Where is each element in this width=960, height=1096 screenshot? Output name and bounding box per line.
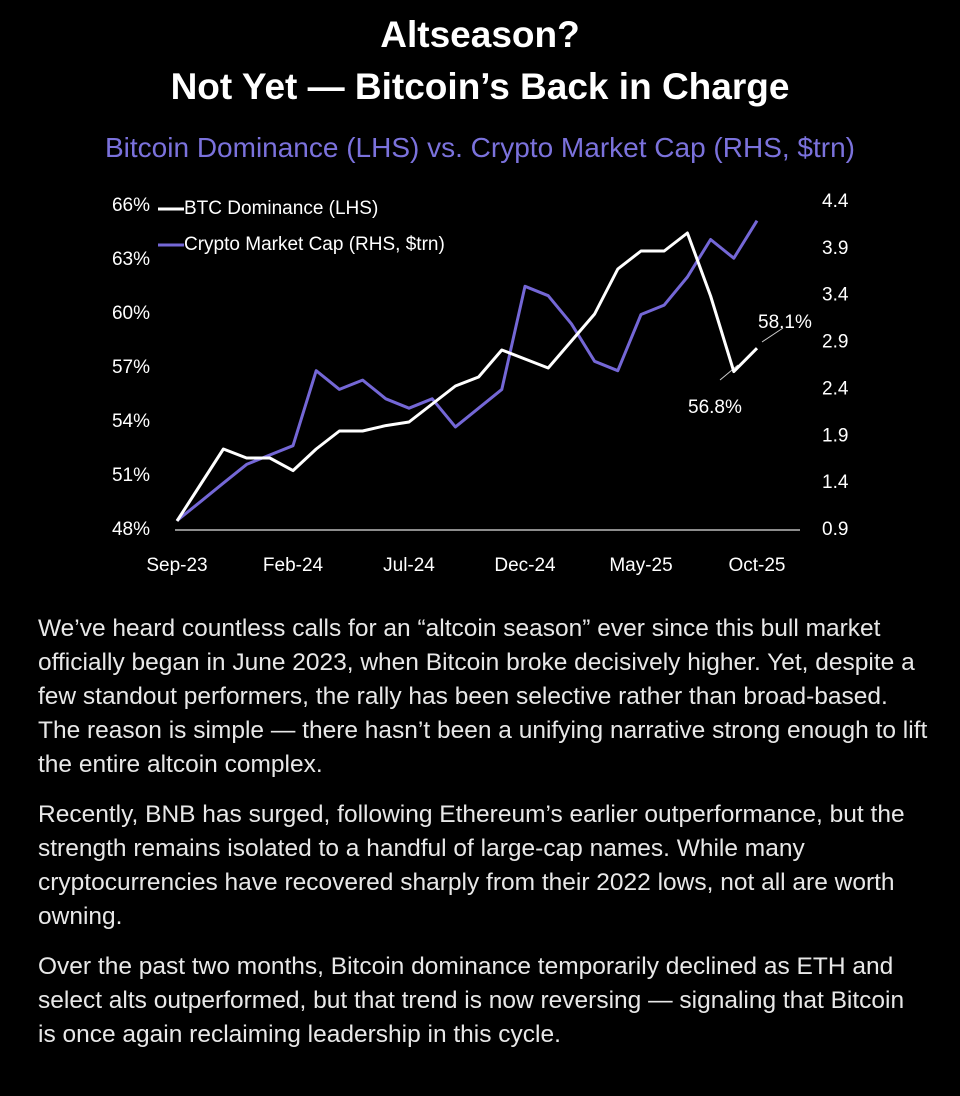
y-tick-label: 63% [112, 249, 150, 270]
legend-label: Crypto Market Cap (RHS, $trn) [184, 234, 445, 255]
y-tick-label: 66% [112, 195, 150, 216]
y2-tick-label: 1.9 [822, 425, 848, 446]
y-tick-label: 57% [112, 357, 150, 378]
x-tick-label: Oct-25 [728, 555, 785, 575]
annotation-leader [761, 327, 784, 343]
legend-label: BTC Dominance (LHS) [184, 198, 378, 219]
article-body: We’ve heard countless calls for an “altc… [38, 612, 928, 1068]
y2-tick-label: 3.4 [822, 285, 849, 306]
series-line [176, 219, 759, 522]
y-tick-label: 48% [112, 519, 150, 540]
annotation-leader [719, 364, 739, 381]
y2-tick-label: 3.9 [822, 238, 848, 259]
chart: 58.1% 56.8% 48% 51% 54% 57% 60% 63% 66% 0.9 1.4 1… [112, 191, 849, 575]
y-tick-label: 51% [112, 465, 150, 486]
x-tick-label: Sep-23 [146, 555, 207, 575]
y2-tick-label: 1.4 [822, 472, 849, 493]
y2-tick-label: 0.9 [822, 519, 848, 540]
x-tick-label: Jul-24 [383, 555, 435, 575]
annotation: 58.1% [758, 312, 812, 333]
x-tick-label: Dec-24 [494, 555, 556, 575]
y2-tick-label: 2.4 [822, 378, 849, 399]
paragraph: We’ve heard countless calls for an “altc… [38, 615, 928, 778]
title: Altseason? [380, 14, 580, 55]
subtitle: Bitcoin Dominance (LHS) vs. Crypto Marke… [105, 132, 855, 163]
y-tick-label: 54% [112, 411, 150, 432]
y2-tick-label: 4.4 [822, 191, 849, 212]
paragraph: Over the past two months, Bitcoin domina… [38, 953, 905, 1048]
y-tick-label: 60% [112, 303, 150, 324]
series-line [175, 231, 759, 522]
paragraph: Recently, BNB has surged, following Ethe… [38, 801, 905, 930]
x-tick-label: Feb-24 [263, 555, 324, 575]
annotation: 56.8% [688, 397, 742, 418]
title: Not Yet — Bitcoin’s Back in Charge [170, 66, 790, 107]
x-tick-label: May-25 [609, 555, 672, 575]
y2-tick-label: 2.9 [822, 332, 848, 353]
